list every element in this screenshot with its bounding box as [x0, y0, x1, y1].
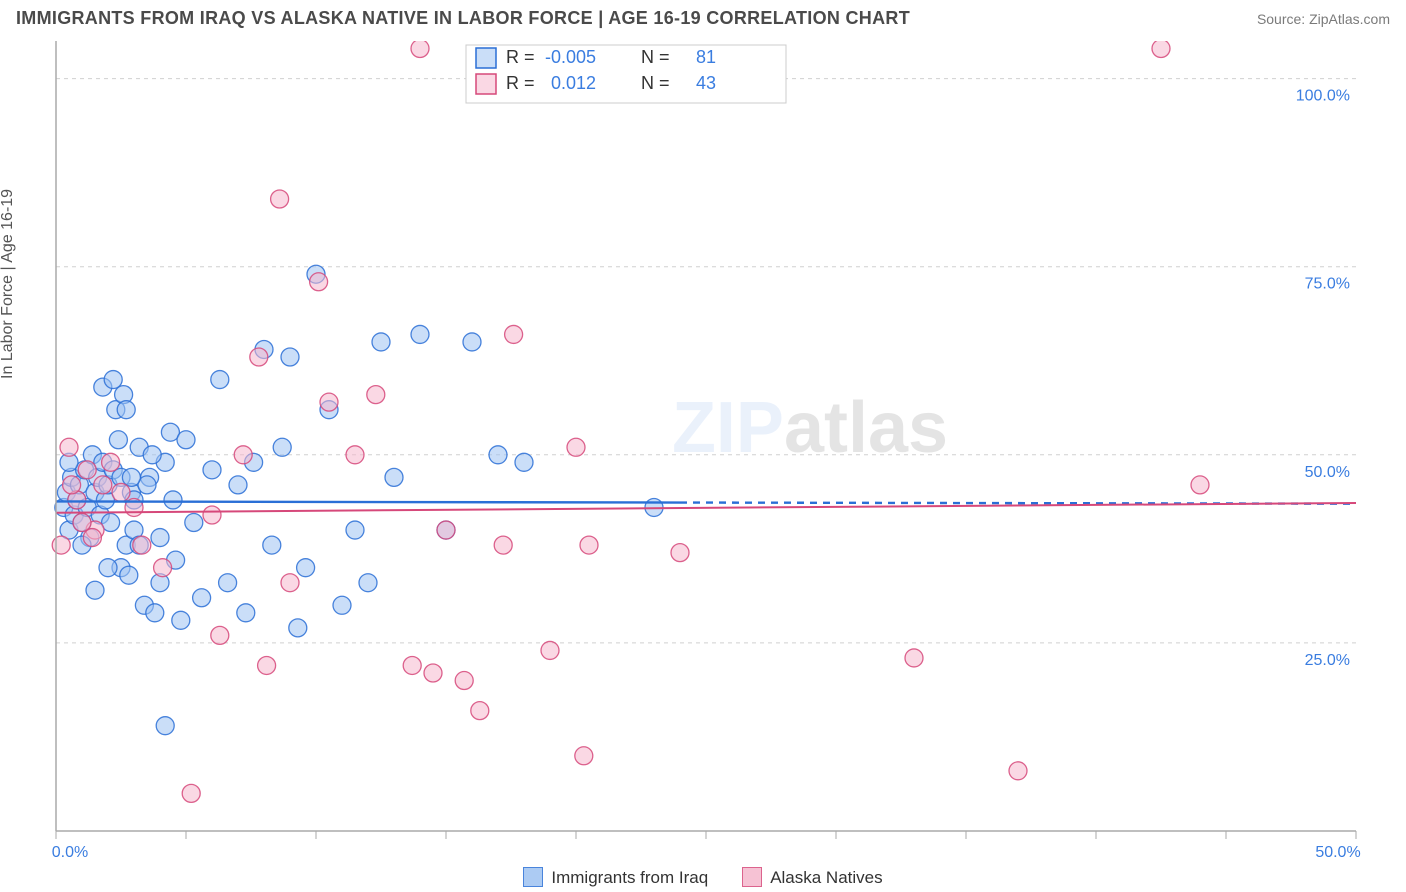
svg-text:43: 43 [696, 73, 716, 93]
svg-text:-0.005: -0.005 [545, 47, 596, 67]
svg-text:50.0%: 50.0% [1315, 844, 1360, 861]
legend-item-series-1: Immigrants from Iraq [523, 867, 708, 888]
svg-text:100.0%: 100.0% [1296, 88, 1350, 105]
svg-text:ZIPatlas: ZIPatlas [672, 388, 948, 468]
svg-text:25.0%: 25.0% [1305, 652, 1350, 669]
legend-swatch-1 [523, 867, 543, 887]
svg-text:R =: R = [506, 47, 535, 67]
chart-title: IMMIGRANTS FROM IRAQ VS ALASKA NATIVE IN… [16, 8, 910, 29]
svg-text:0.0%: 0.0% [52, 844, 88, 861]
svg-text:50.0%: 50.0% [1305, 464, 1350, 481]
legend-item-series-2: Alaska Natives [742, 867, 882, 888]
svg-text:81: 81 [696, 47, 716, 67]
bottom-legend: Immigrants from Iraq Alaska Natives [16, 867, 1390, 888]
source-credit: Source: ZipAtlas.com [1257, 11, 1390, 27]
svg-text:N =: N = [641, 47, 670, 67]
svg-text:0.012: 0.012 [551, 73, 596, 93]
y-axis-label: In Labor Force | Age 16-19 [0, 188, 17, 378]
legend-swatch-2 [742, 867, 762, 887]
scatter-chart: 25.0% 50.0% 75.0% 100.0% ZIPatlas 0.0% 50.0% R … [16, 41, 1396, 861]
svg-text:75.0%: 75.0% [1305, 276, 1350, 293]
svg-text:N =: N = [641, 73, 670, 93]
header: IMMIGRANTS FROM IRAQ VS ALASKA NATIVE IN… [0, 0, 1406, 33]
svg-text:R =: R = [506, 73, 535, 93]
chart-area: In Labor Force | Age 16-19 25.0%50.0%75.… [16, 41, 1390, 888]
